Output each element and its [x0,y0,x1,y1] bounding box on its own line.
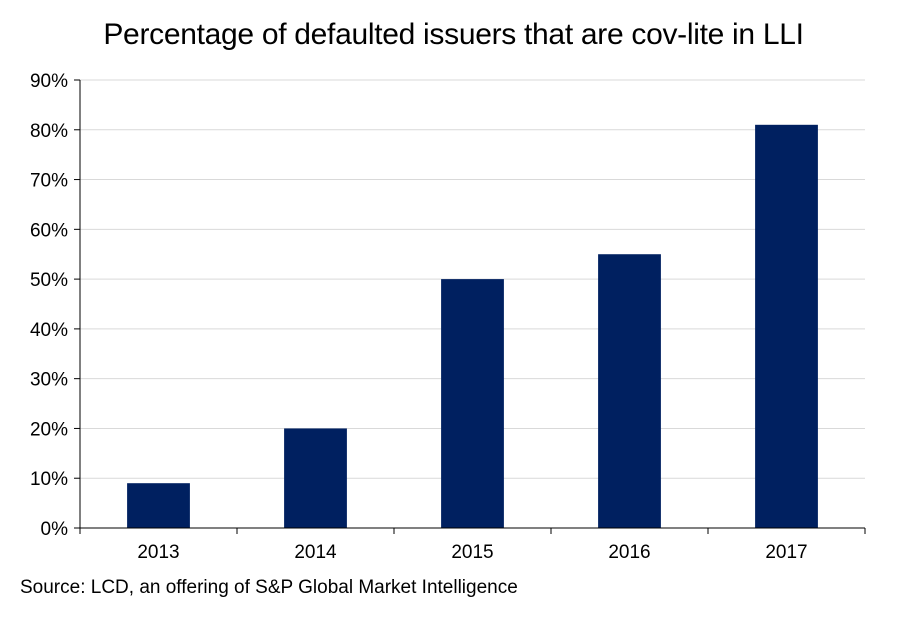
bars [127,124,818,529]
y-tick-label: 70% [30,171,68,192]
tick-labels: 0% 10% 20% 30% 40% 50% 60% 70% 80% 90% 2013 2014 201… [30,71,808,563]
source-note: Source: LCD, an offering of S&P Global M… [20,577,518,598]
y-tick-label: 90% [30,71,68,92]
bar-2015 [441,279,504,528]
x-tick-label: 2014 [294,542,337,563]
y-tick-label: 80% [30,121,68,142]
bar-2013 [127,483,190,528]
y-tick-label: 30% [30,370,68,391]
y-tick-label: 10% [30,469,68,490]
y-tick-label: 40% [30,320,68,341]
y-tick-label: 60% [30,220,68,241]
y-tick-label: 0% [41,519,69,540]
chart-title: Percentage of defaulted issuers that are… [103,18,804,51]
axes [74,79,866,534]
bar-2014 [284,428,347,528]
y-tick-label: 50% [30,270,68,291]
bar-2017 [755,124,818,529]
x-tick-label: 2013 [137,542,179,563]
y-tick-label: 20% [30,419,68,440]
x-tick-label: 2015 [451,542,493,563]
x-tick-label: 2016 [608,542,650,563]
x-tick-label: 2017 [765,542,807,563]
bar-2016 [598,254,661,528]
